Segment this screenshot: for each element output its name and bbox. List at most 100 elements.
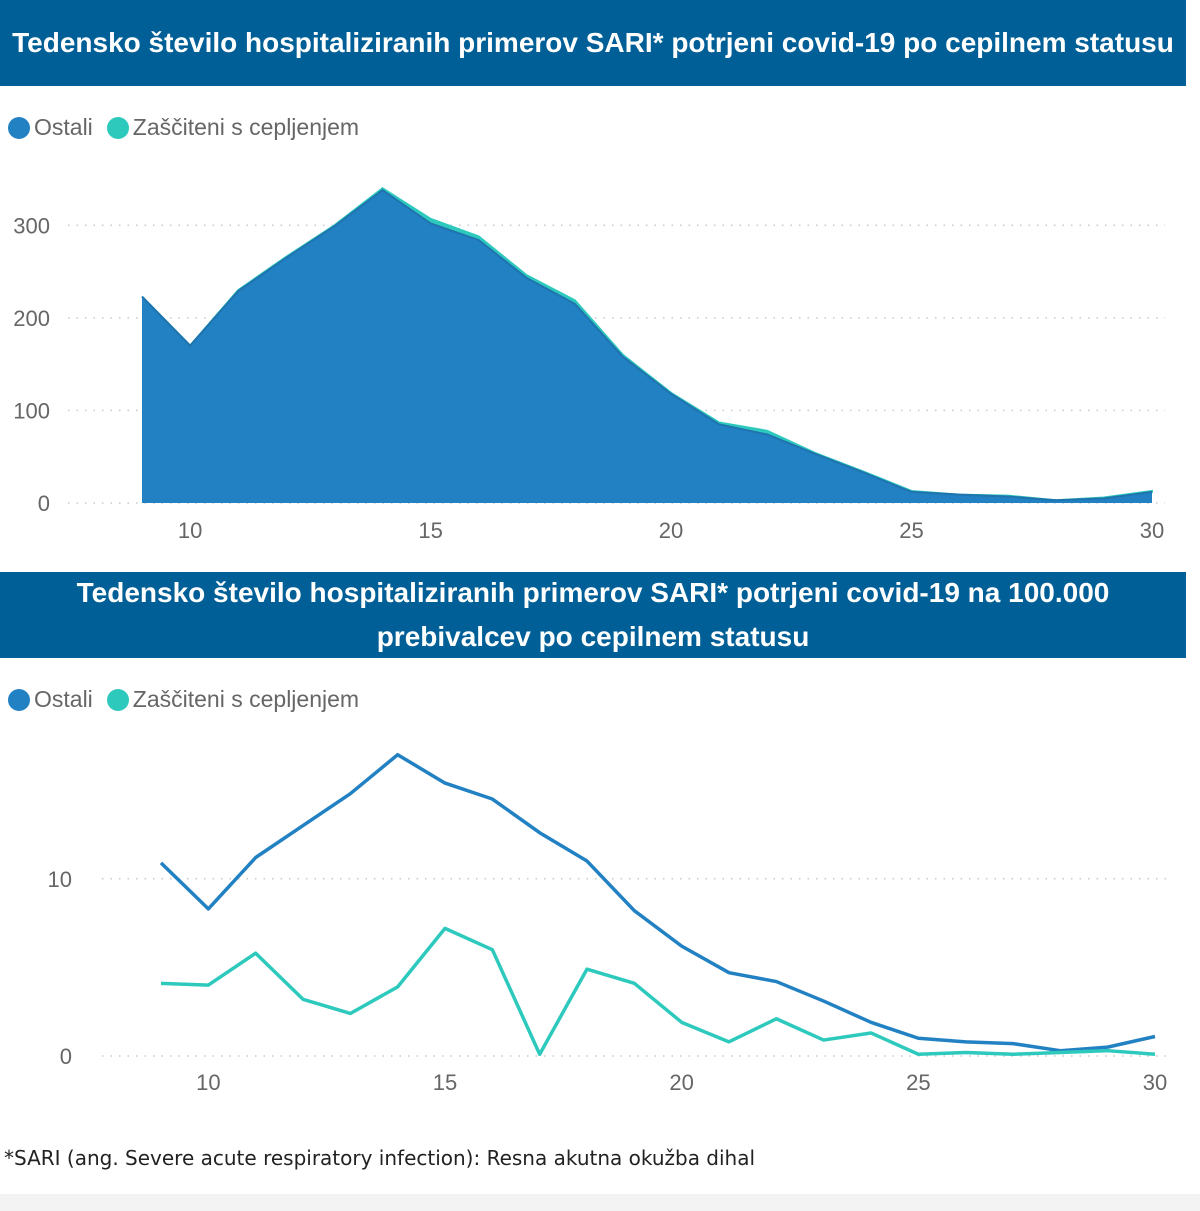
data-point-ostali[interactable]	[868, 1019, 874, 1025]
data-point-ostali[interactable]	[909, 489, 915, 495]
x-tick-label: 20	[669, 1070, 693, 1095]
x-tick-label: 30	[1140, 518, 1164, 543]
legend-item-ostali[interactable]: Ostali	[8, 686, 93, 713]
x-tick-label: 20	[659, 518, 683, 543]
data-point-ostali[interactable]	[1005, 494, 1011, 500]
legend-dot-zasciteni	[106, 116, 129, 139]
data-point-ostali[interactable]	[572, 301, 578, 307]
legend-item-ostali[interactable]: Ostali	[8, 114, 93, 141]
y-tick-label: 100	[13, 398, 50, 423]
legend-item-zasciteni[interactable]: Zaščiteni s cepljenjem	[106, 114, 359, 141]
data-point-zasciteni[interactable]	[773, 1016, 779, 1022]
data-point-zasciteni[interactable]	[584, 966, 590, 972]
line-series-ostali[interactable]	[159, 752, 1156, 1053]
area-series-ostali-line	[141, 188, 1153, 502]
data-point-ostali[interactable]	[1152, 1034, 1158, 1040]
data-point-ostali[interactable]	[379, 187, 385, 193]
data-point-ostali[interactable]	[537, 830, 543, 836]
data-point-ostali[interactable]	[620, 354, 626, 360]
data-point-zasciteni[interactable]	[158, 980, 164, 986]
data-point-ostali[interactable]	[300, 823, 306, 829]
chart-panel-per-100k: Tedensko število hospitaliziranih primer…	[0, 562, 1200, 1194]
data-point-ostali[interactable]	[331, 223, 337, 229]
data-point-ostali[interactable]	[139, 294, 145, 300]
x-tick-label: 10	[178, 518, 202, 543]
y-tick-label: 300	[13, 213, 50, 238]
data-point-ostali[interactable]	[963, 1039, 969, 1045]
data-point-zasciteni[interactable]	[1057, 1049, 1063, 1055]
data-point-zasciteni[interactable]	[631, 980, 637, 986]
data-point-zasciteni[interactable]	[1010, 1051, 1016, 1057]
legend-dot-ostali	[8, 116, 30, 139]
data-point-zasciteni[interactable]	[963, 1049, 969, 1055]
data-point-ostali[interactable]	[1010, 1041, 1016, 1047]
data-point-ostali[interactable]	[428, 220, 434, 226]
data-point-zasciteni[interactable]	[1152, 1051, 1158, 1057]
y-tick-label: 200	[13, 306, 50, 331]
chart-title-bar: Tedensko število hospitaliziranih primer…	[0, 572, 1186, 658]
data-point-zasciteni[interactable]	[489, 947, 495, 953]
data-point-ostali[interactable]	[668, 391, 674, 397]
data-point-ostali[interactable]	[395, 752, 401, 758]
data-point-zasciteni[interactable]	[537, 1051, 543, 1057]
data-point-ostali[interactable]	[235, 288, 241, 294]
line-chart[interactable]: 0 10 10 15 20 25 30	[0, 732, 1200, 1112]
data-point-ostali[interactable]	[524, 275, 530, 281]
data-point-ostali[interactable]	[489, 796, 495, 802]
data-point-zasciteni[interactable]	[726, 1039, 732, 1045]
data-point-ostali[interactable]	[1149, 489, 1155, 495]
data-point-ostali[interactable]	[1053, 497, 1059, 503]
area-series-ostali[interactable]	[142, 190, 1152, 503]
data-point-zasciteni[interactable]	[395, 984, 401, 990]
data-point-zasciteni[interactable]	[253, 950, 259, 956]
legend-label-ostali: Ostali	[34, 686, 93, 712]
y-tick-label: 0	[38, 491, 50, 516]
chart-legend[interactable]: Ostali Zaščiteni s cepljenjem	[8, 686, 373, 713]
y-tick-label: 10	[48, 867, 72, 892]
legend-dot-zasciteni	[106, 688, 129, 711]
data-point-ostali[interactable]	[1101, 495, 1107, 501]
data-point-ostali[interactable]	[764, 431, 770, 437]
legend-label-zasciteni: Zaščiteni s cepljenjem	[132, 686, 360, 712]
data-point-ostali[interactable]	[253, 855, 259, 861]
data-point-zasciteni[interactable]	[868, 1030, 874, 1036]
data-point-ostali[interactable]	[347, 791, 353, 797]
chart-panel-weekly-count: Tedensko število hospitaliziranih primer…	[0, 0, 1200, 562]
data-point-ostali[interactable]	[773, 979, 779, 985]
data-point-ostali[interactable]	[726, 970, 732, 976]
data-point-ostali[interactable]	[187, 343, 193, 349]
data-point-zasciteni[interactable]	[205, 982, 211, 988]
data-point-ostali[interactable]	[821, 998, 827, 1004]
x-tick-label: 25	[899, 518, 923, 543]
data-point-ostali[interactable]	[283, 255, 289, 261]
data-point-ostali[interactable]	[679, 943, 685, 949]
footnote: *SARI (ang. Severe acute respiratory inf…	[4, 1146, 756, 1170]
chart-legend[interactable]: Ostali Zaščiteni s cepljenjem	[8, 114, 373, 141]
data-point-zasciteni[interactable]	[347, 1010, 353, 1016]
data-point-ostali[interactable]	[442, 780, 448, 786]
data-point-ostali[interactable]	[476, 237, 482, 243]
data-point-zasciteni[interactable]	[915, 1051, 921, 1057]
chart-title: Tedensko število hospitaliziranih primer…	[76, 577, 1110, 652]
area-chart[interactable]: 0 100 200 300 10 15 20 25 30	[0, 160, 1200, 560]
data-point-ostali[interactable]	[860, 469, 866, 475]
data-point-zasciteni[interactable]	[1105, 1048, 1111, 1054]
data-point-zasciteni[interactable]	[821, 1037, 827, 1043]
chart-title-bar: Tedensko število hospitaliziranih primer…	[0, 0, 1186, 86]
data-point-ostali[interactable]	[158, 860, 164, 866]
x-tick-label: 25	[906, 1070, 930, 1095]
data-point-ostali[interactable]	[915, 1035, 921, 1041]
data-point-ostali[interactable]	[812, 451, 818, 457]
y-tick-label: 0	[60, 1044, 72, 1069]
data-point-ostali[interactable]	[631, 908, 637, 914]
data-point-ostali[interactable]	[957, 492, 963, 498]
data-point-ostali[interactable]	[584, 858, 590, 864]
data-point-zasciteni[interactable]	[442, 925, 448, 931]
data-point-ostali[interactable]	[716, 421, 722, 427]
data-point-ostali[interactable]	[205, 906, 211, 912]
chart-title: Tedensko število hospitaliziranih primer…	[12, 27, 1174, 58]
data-point-zasciteni[interactable]	[300, 996, 306, 1002]
legend-item-zasciteni[interactable]: Zaščiteni s cepljenjem	[106, 686, 360, 713]
line-series-zasciteni[interactable]	[160, 926, 1156, 1056]
data-point-zasciteni[interactable]	[679, 1019, 685, 1025]
